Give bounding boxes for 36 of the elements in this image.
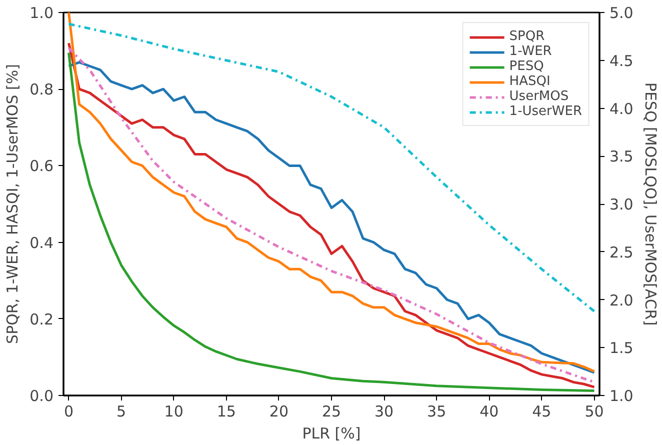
y2-tick-label: 3.5	[610, 148, 634, 166]
legend-label: PESQ	[509, 59, 544, 74]
x-tick-label: 50	[584, 402, 604, 420]
x-tick-label: 10	[164, 402, 184, 420]
y-tick-label: 1.0	[30, 4, 54, 22]
y-axis-title: SPQR, 1-WER, HASQI, 1-UserMOS [%]	[4, 64, 22, 344]
x-tick-label: 15	[216, 402, 236, 420]
y2-tick-label: 5.0	[610, 4, 634, 22]
legend-label: HASQI	[509, 74, 550, 89]
y2-tick-label: 1.0	[610, 387, 634, 405]
legend-label: 1-UserWER	[509, 104, 582, 119]
y2-tick-label: 4.5	[610, 52, 634, 70]
y2-tick-label: 4.0	[610, 100, 634, 118]
y-tick-label: 0.4	[30, 234, 54, 252]
legend-label: 1-WER	[509, 44, 552, 59]
x-tick-label: 0	[64, 402, 74, 420]
x-tick-label: 30	[374, 402, 394, 420]
legend-label: UserMOS	[509, 89, 569, 104]
y2-tick-label: 3.0	[610, 196, 634, 214]
x-tick-label: 5	[116, 402, 126, 420]
x-tick-label: 35	[427, 402, 446, 420]
x-tick-label: 45	[532, 402, 552, 420]
legend-label: SPQR	[509, 29, 545, 44]
y2-tick-label: 2.5	[610, 243, 634, 262]
y2-axis-title: PESQ [MOSLQO], UserMOS[ACR]	[641, 82, 660, 326]
y-tick-label: 0.6	[30, 157, 54, 176]
x-tick-label: 25	[322, 402, 342, 420]
x-tick-label: 40	[480, 402, 499, 420]
line-series	[68, 22, 596, 312]
y2-tick-label: 2.0	[610, 291, 634, 310]
x-axis-title: PLR [%]	[302, 424, 361, 442]
y-tick-label: 0.2	[30, 310, 54, 328]
y-tick-label: 0.8	[30, 80, 54, 99]
y2-tick-label: 1.5	[610, 339, 634, 358]
x-tick-label: 20	[269, 402, 288, 420]
y-tick-label: 0.0	[30, 387, 54, 405]
